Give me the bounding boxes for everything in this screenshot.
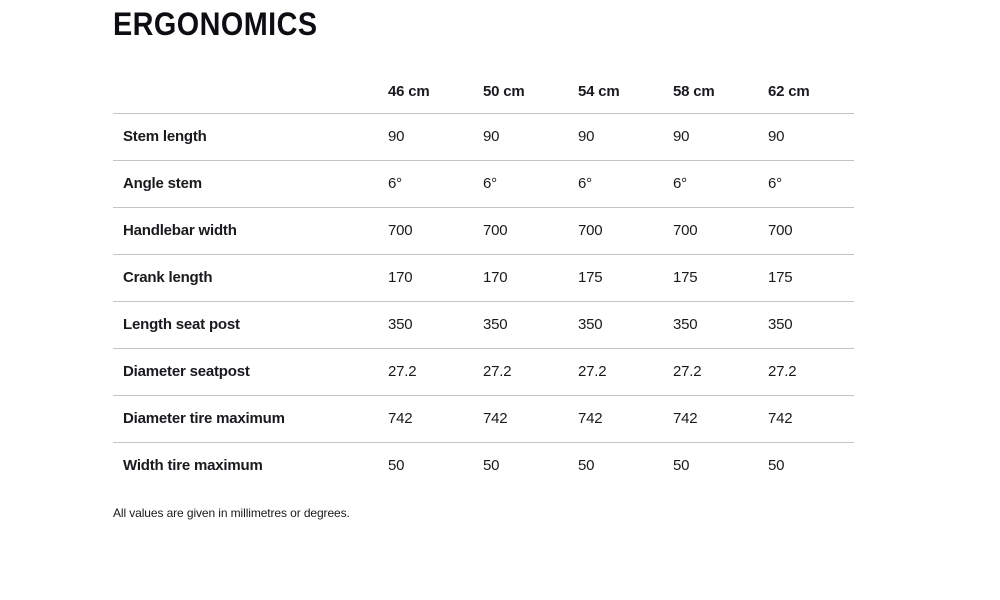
row-label-cell: Angle stem (123, 175, 202, 192)
value-cell: 6° (673, 175, 687, 192)
ergonomics-table: 46 cm 50 cm 54 cm 58 cm 62 cm Stem lengt… (113, 70, 854, 489)
value-cell: 742 (388, 410, 413, 427)
value-cell: 700 (483, 222, 508, 239)
table-row: Diameter seatpost 27.2 27.2 27.2 27.2 27… (113, 348, 854, 395)
value-cell: 27.2 (483, 363, 512, 380)
value-cell: 90 (388, 128, 405, 145)
value-cell: 6° (768, 175, 782, 192)
value-cell: 27.2 (673, 363, 702, 380)
row-label-cell: Handlebar width (123, 222, 237, 239)
value-cell: 90 (768, 128, 785, 145)
value-cell: 6° (483, 175, 497, 192)
value-cell: 350 (388, 316, 413, 333)
table-row: Width tire maximum 50 50 50 50 50 (113, 442, 854, 489)
value-cell: 50 (673, 457, 690, 475)
value-cell: 700 (673, 222, 698, 239)
value-cell: 700 (578, 222, 603, 239)
value-cell: 27.2 (578, 363, 607, 380)
value-cell: 170 (388, 269, 413, 286)
value-cell: 27.2 (768, 363, 797, 380)
value-cell: 50 (578, 457, 595, 475)
value-cell: 50 (768, 457, 785, 475)
row-label-cell: Diameter seatpost (123, 363, 250, 380)
value-cell: 742 (578, 410, 603, 427)
column-header-54cm: 54 cm (578, 82, 620, 100)
value-cell: 350 (483, 316, 508, 333)
value-cell: 700 (768, 222, 793, 239)
value-cell: 90 (483, 128, 500, 145)
value-cell: 6° (578, 175, 592, 192)
ergonomics-section: ERGONOMICS 46 cm 50 cm 54 cm 58 cm 62 cm… (113, 6, 854, 520)
row-label-cell: Stem length (123, 128, 207, 145)
table-header-row: 46 cm 50 cm 54 cm 58 cm 62 cm (113, 70, 854, 113)
table-body: Stem length 90 90 90 90 90 Angle stem 6°… (113, 113, 854, 489)
column-header-46cm: 46 cm (388, 82, 430, 100)
value-cell: 6° (388, 175, 402, 192)
row-label-cell: Crank length (123, 269, 213, 286)
value-cell: 742 (483, 410, 508, 427)
value-cell: 350 (673, 316, 698, 333)
table-row: Handlebar width 700 700 700 700 700 (113, 207, 854, 254)
value-cell: 50 (388, 457, 405, 475)
column-header-62cm: 62 cm (768, 82, 810, 100)
footnote: All values are given in millimetres or d… (113, 506, 350, 520)
value-cell: 170 (483, 269, 508, 286)
table-row: Angle stem 6° 6° 6° 6° 6° (113, 160, 854, 207)
table-row: Length seat post 350 350 350 350 350 (113, 301, 854, 348)
column-header-58cm: 58 cm (673, 82, 715, 100)
value-cell: 90 (673, 128, 690, 145)
value-cell: 175 (578, 269, 603, 286)
value-cell: 50 (483, 457, 500, 475)
value-cell: 350 (578, 316, 603, 333)
row-label-cell: Diameter tire maximum (123, 410, 285, 427)
value-cell: 175 (673, 269, 698, 286)
table-row: Crank length 170 170 175 175 175 (113, 254, 854, 301)
value-cell: 175 (768, 269, 793, 286)
value-cell: 742 (768, 410, 793, 427)
value-cell: 27.2 (388, 363, 417, 380)
column-header-50cm: 50 cm (483, 82, 525, 100)
row-label-cell: Length seat post (123, 316, 240, 333)
value-cell: 742 (673, 410, 698, 427)
value-cell: 350 (768, 316, 793, 333)
table-row: Stem length 90 90 90 90 90 (113, 113, 854, 160)
row-label-cell: Width tire maximum (123, 457, 263, 475)
value-cell: 90 (578, 128, 595, 145)
page-title: ERGONOMICS (113, 6, 318, 42)
table-row: Diameter tire maximum 742 742 742 742 74… (113, 395, 854, 442)
column-header-empty (113, 70, 388, 113)
value-cell: 700 (388, 222, 413, 239)
